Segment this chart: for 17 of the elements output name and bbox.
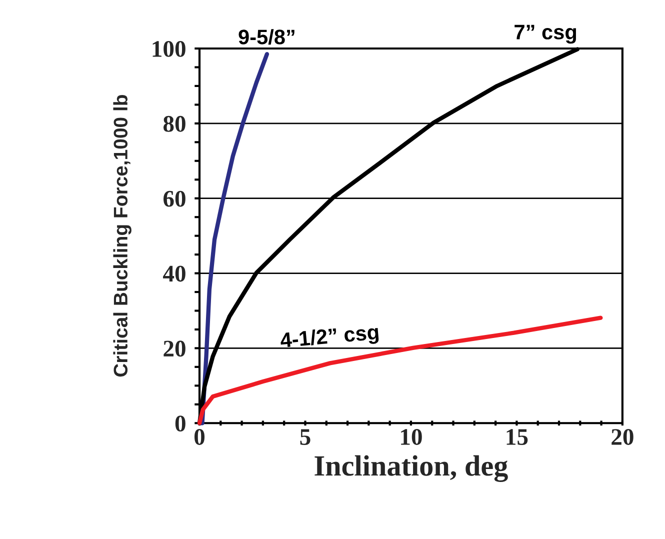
- x-tick-label: 15: [506, 429, 528, 445]
- x-tick-label: 20: [612, 429, 634, 445]
- series-label: 4-1/2” csg: [280, 324, 380, 352]
- y-tick-label: 20: [164, 340, 186, 357]
- line-series: [197, 316, 603, 426]
- y-tick-label: 60: [164, 190, 186, 207]
- x-tick-label: 10: [401, 429, 422, 445]
- x-axis-title: Inclination, deg: [314, 455, 508, 482]
- x-tick-label: 5: [300, 429, 310, 445]
- y-axis-title: Critical Buckling Force,1000 lb: [113, 95, 132, 377]
- y-tick-label: 80: [163, 116, 186, 132]
- y-tick-label: 100: [152, 41, 186, 57]
- y-tick-label: 40: [163, 266, 186, 282]
- series-label: 7” csg: [514, 24, 576, 44]
- x-tick-label: 0: [194, 429, 205, 445]
- y-tick-label: 0: [175, 416, 186, 432]
- series-label: 9-5/8”: [238, 29, 294, 45]
